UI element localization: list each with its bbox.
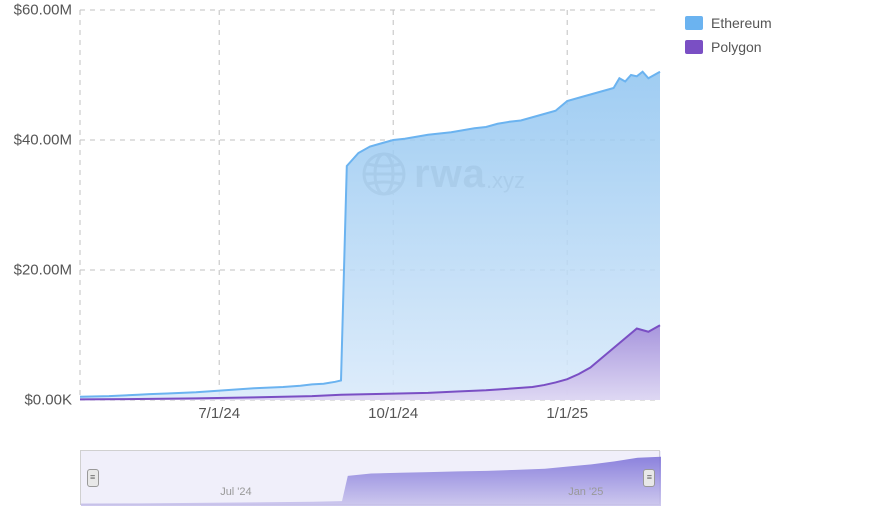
legend-item-polygon[interactable]: Polygon [685, 39, 772, 55]
y-tick-label: $40.00M [14, 132, 72, 149]
y-axis: $60.00M $40.00M $20.00M $0.00K [0, 0, 78, 400]
chart-svg [80, 10, 660, 400]
y-tick-label: $0.00K [24, 392, 72, 409]
chart-container: $60.00M $40.00M $20.00M $0.00K rwa .xyz [0, 0, 873, 525]
series-areas [80, 72, 660, 400]
x-tick-label: 7/1/24 [198, 405, 240, 422]
navigator-handle-left[interactable]: ≡ [87, 469, 99, 487]
legend-item-ethereum[interactable]: Ethereum [685, 15, 772, 31]
navigator-handle-right[interactable]: ≡ [643, 469, 655, 487]
main-area-chart[interactable]: rwa .xyz [80, 10, 660, 400]
legend: Ethereum Polygon [685, 15, 772, 63]
y-tick-label: $60.00M [14, 2, 72, 19]
navigator-x-axis: Jul '24 Jan '25 [81, 486, 659, 504]
x-tick-label: 10/1/24 [368, 405, 418, 422]
legend-label: Ethereum [711, 15, 772, 31]
y-tick-label: $20.00M [14, 262, 72, 279]
legend-swatch [685, 40, 703, 54]
x-tick-label: 1/1/25 [546, 405, 588, 422]
navigator-chart[interactable]: Jul '24 Jan '25 ≡ ≡ [80, 450, 660, 505]
legend-label: Polygon [711, 39, 762, 55]
nav-x-tick-label: Jan '25 [568, 486, 603, 498]
x-axis: 7/1/24 10/1/24 1/1/25 [80, 405, 660, 430]
nav-x-tick-label: Jul '24 [220, 486, 251, 498]
legend-swatch [685, 16, 703, 30]
